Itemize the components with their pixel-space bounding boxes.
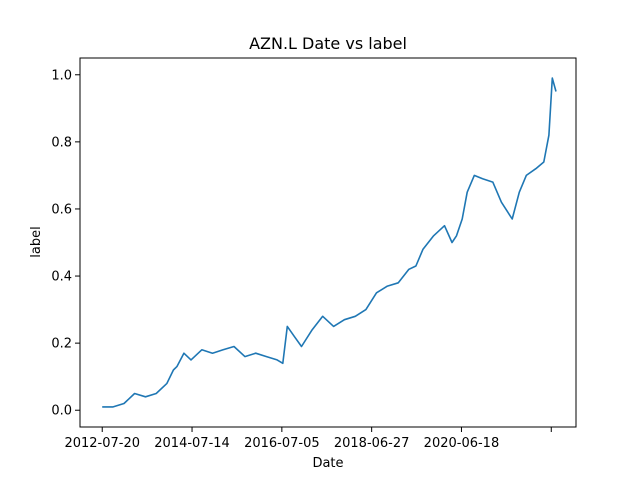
- y-tick-label: 0.6: [51, 202, 72, 217]
- x-tick-label: 2016-07-05: [244, 436, 320, 451]
- y-axis: 0.0 0.2 0.4 0.6 0.8 1.0: [51, 68, 80, 419]
- y-axis-label: label: [29, 226, 44, 257]
- y-tick-label: 0.0: [51, 404, 72, 419]
- y-tick-label: 1.0: [51, 68, 72, 83]
- x-tick-label: 2014-07-14: [154, 436, 230, 451]
- x-axis: 2012-07-20 2014-07-14 2016-07-05 2018-06-27…: [64, 427, 552, 451]
- x-tick-label: 2020-06-18: [424, 436, 500, 451]
- y-tick-label: 0.2: [51, 337, 72, 352]
- x-tick-label: 2012-07-20: [64, 436, 140, 451]
- y-tick-label: 0.8: [51, 135, 72, 150]
- x-axis-label: Date: [312, 456, 343, 471]
- chart-title: AZN.L Date vs label: [249, 34, 407, 53]
- x-tick-label: 2018-06-27: [334, 436, 410, 451]
- series-line: [102, 77, 557, 408]
- y-tick-label: 0.4: [51, 270, 72, 285]
- plot-frame: [79, 57, 577, 428]
